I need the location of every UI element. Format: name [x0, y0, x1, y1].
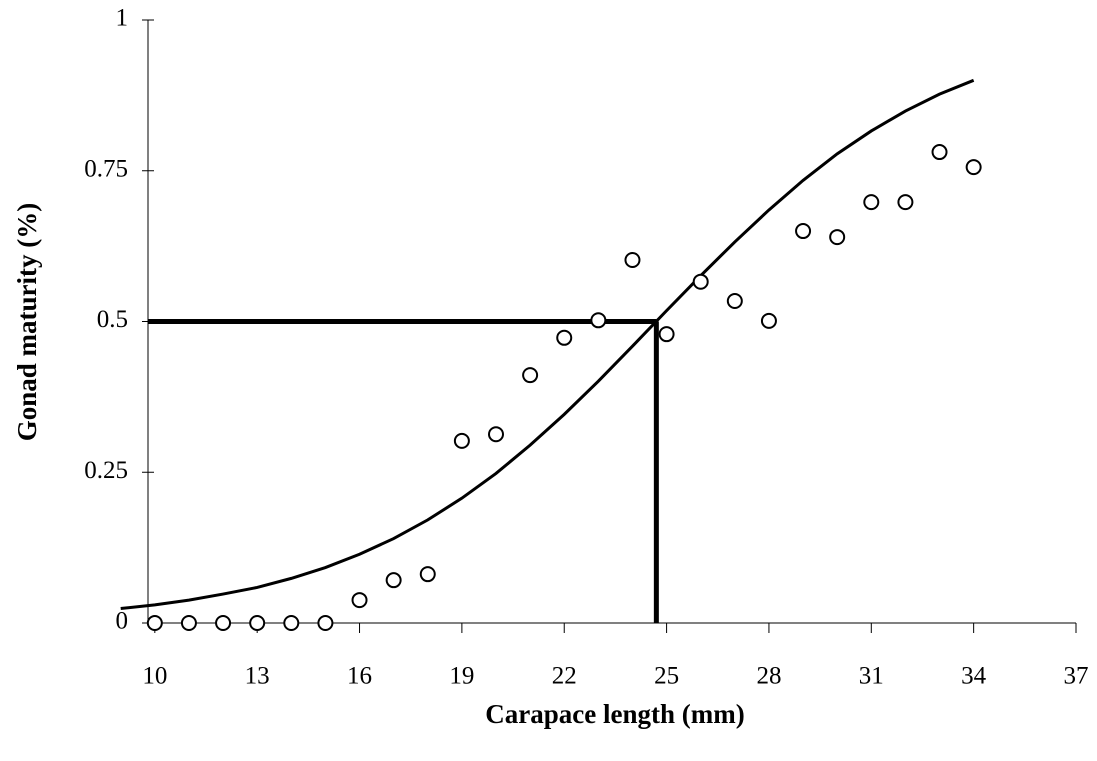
x-tick-label: 19	[449, 663, 474, 690]
x-tick-label: 31	[859, 663, 884, 690]
data-point	[488, 426, 504, 443]
x-tick-label: 25	[654, 663, 679, 690]
x-tick-label: 34	[961, 663, 987, 690]
data-point	[351, 592, 368, 609]
data-point	[863, 194, 880, 211]
x-tick-label: 16	[347, 663, 372, 690]
data-point	[590, 312, 607, 329]
y-tick-label: 0.75	[84, 155, 128, 182]
data-point	[795, 223, 812, 240]
data-point	[556, 329, 573, 346]
data-point	[215, 615, 232, 631]
data-point	[249, 615, 266, 631]
data-point	[658, 326, 675, 343]
data-point	[522, 367, 539, 384]
y-tick-label: 0	[116, 608, 129, 635]
fitted-curve	[120, 78, 975, 611]
data-point	[897, 194, 914, 211]
data-point	[317, 615, 334, 631]
x-tick-label: 10	[142, 663, 167, 690]
x-tick-label: 13	[245, 663, 270, 690]
x-tick-label: 28	[756, 663, 781, 690]
x-tick-label: 37	[1064, 663, 1089, 690]
y-axis-title: Gonad maturity (%)	[12, 203, 42, 442]
y-tick-label: 1	[116, 5, 129, 32]
y-tick-label: 0.5	[97, 306, 128, 333]
data-point	[419, 566, 436, 583]
data-point	[965, 159, 982, 176]
data-point	[726, 292, 743, 309]
data-point	[146, 615, 163, 631]
data-point	[283, 615, 300, 631]
data-point	[829, 229, 846, 246]
data-point	[931, 144, 948, 161]
data-point	[453, 432, 470, 449]
data-point	[692, 273, 709, 290]
data-point	[624, 251, 641, 268]
data-point	[180, 615, 197, 631]
data-point	[760, 312, 777, 329]
x-tick-label: 22	[552, 663, 577, 690]
x-axis-title: Carapace length (mm)	[485, 699, 744, 729]
y-tick-label: 0.25	[84, 457, 128, 484]
data-point	[385, 572, 402, 589]
